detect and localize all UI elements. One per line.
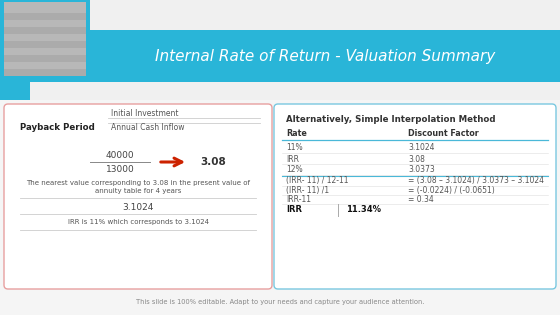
Text: Internal Rate of Return - Valuation Summary: Internal Rate of Return - Valuation Summ… bbox=[155, 49, 495, 64]
Text: The nearest value corresponding to 3.08 in the present value of
annuity table fo: The nearest value corresponding to 3.08 … bbox=[26, 180, 250, 194]
FancyBboxPatch shape bbox=[4, 27, 86, 34]
Text: = 0.34: = 0.34 bbox=[408, 194, 434, 203]
Text: 11%: 11% bbox=[286, 144, 302, 152]
Text: 12%: 12% bbox=[286, 165, 302, 175]
Text: Discount Factor: Discount Factor bbox=[408, 129, 479, 139]
FancyBboxPatch shape bbox=[4, 13, 86, 20]
Text: 3.08: 3.08 bbox=[408, 154, 425, 163]
Text: IRR: IRR bbox=[286, 205, 302, 215]
Text: = (3.08 – 3.1024) / 3.0373 – 3.1024: = (3.08 – 3.1024) / 3.0373 – 3.1024 bbox=[408, 176, 544, 186]
Text: 11.34%: 11.34% bbox=[346, 205, 381, 215]
Text: 3.08: 3.08 bbox=[200, 157, 226, 167]
Text: IRR-11: IRR-11 bbox=[286, 194, 311, 203]
Text: Initial Investment: Initial Investment bbox=[111, 108, 179, 117]
Text: IRR: IRR bbox=[286, 154, 299, 163]
Text: (IRR- 11) / 12-11: (IRR- 11) / 12-11 bbox=[286, 176, 348, 186]
Text: 3.0373: 3.0373 bbox=[408, 165, 435, 175]
Text: = (-0.0224) / (-0.0651): = (-0.0224) / (-0.0651) bbox=[408, 186, 494, 194]
FancyBboxPatch shape bbox=[0, 100, 560, 315]
FancyBboxPatch shape bbox=[0, 100, 560, 315]
Text: 3.1024: 3.1024 bbox=[408, 144, 435, 152]
FancyBboxPatch shape bbox=[4, 2, 86, 76]
Text: This slide is 100% editable. Adapt to your needs and capture your audience atten: This slide is 100% editable. Adapt to yo… bbox=[136, 299, 424, 305]
FancyBboxPatch shape bbox=[4, 41, 86, 48]
Text: 40000: 40000 bbox=[106, 151, 134, 159]
Text: (IRR- 11) /1: (IRR- 11) /1 bbox=[286, 186, 329, 194]
Text: Alternatively, Simple Interpolation Method: Alternatively, Simple Interpolation Meth… bbox=[286, 116, 496, 124]
FancyBboxPatch shape bbox=[0, 82, 30, 100]
Text: IRR is 11% which corresponds to 3.1024: IRR is 11% which corresponds to 3.1024 bbox=[68, 219, 208, 225]
FancyBboxPatch shape bbox=[274, 104, 556, 289]
FancyBboxPatch shape bbox=[4, 104, 272, 289]
Text: Payback Period: Payback Period bbox=[20, 123, 95, 133]
Text: 13000: 13000 bbox=[106, 165, 134, 175]
FancyBboxPatch shape bbox=[4, 55, 86, 62]
Text: Rate: Rate bbox=[286, 129, 307, 139]
FancyBboxPatch shape bbox=[90, 30, 560, 82]
Text: 3.1024: 3.1024 bbox=[122, 203, 153, 211]
FancyBboxPatch shape bbox=[4, 69, 86, 76]
FancyBboxPatch shape bbox=[0, 0, 90, 82]
Text: Annual Cash Inflow: Annual Cash Inflow bbox=[111, 123, 184, 133]
